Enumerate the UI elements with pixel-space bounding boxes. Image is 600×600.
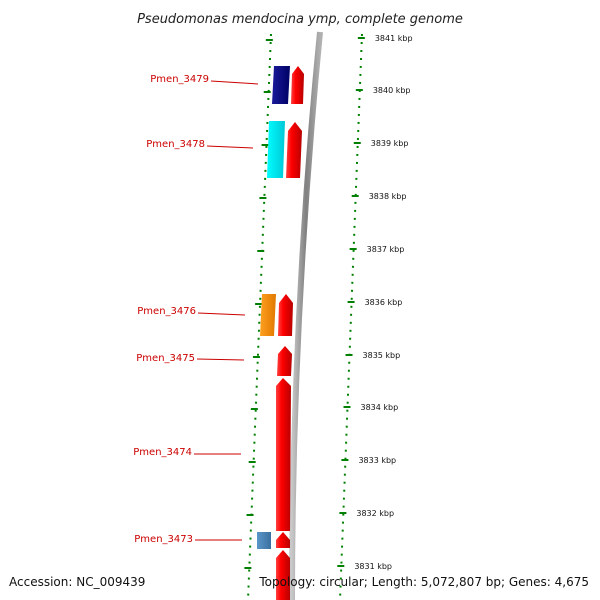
gene-leader-line xyxy=(206,145,254,149)
gene-label[interactable]: Pmen_3473 xyxy=(134,534,193,545)
scale-tick-label: 3838 kbp xyxy=(369,192,407,201)
gene-leader-line xyxy=(196,358,245,361)
scale-tick-label: 3837 kbp xyxy=(367,245,405,254)
forward-gene-pmen3478-arrow xyxy=(286,122,302,178)
gene-label[interactable]: Pmen_3474 xyxy=(133,447,192,458)
forward-gene-pmen3474-arrow xyxy=(276,378,291,531)
forward-gene-next-arrow xyxy=(276,550,290,600)
scale-tick-label: 3832 kbp xyxy=(356,509,394,518)
forward-gene-pmen3476-arrow xyxy=(278,294,293,336)
scale-tick-label: 3840 kbp xyxy=(373,86,411,95)
scale-tick-label: 3831 kbp xyxy=(354,562,392,571)
reverse-gene-pmen3476 xyxy=(260,294,276,336)
scale-tick-label: 3841 kbp xyxy=(375,34,413,43)
gene-label[interactable]: Pmen_3475 xyxy=(136,353,195,364)
gene-label[interactable]: Pmen_3476 xyxy=(137,306,196,317)
scale-tick-label: 3833 kbp xyxy=(358,456,396,465)
gene-label[interactable]: Pmen_3479 xyxy=(150,74,209,85)
scale-ticks xyxy=(244,37,365,569)
inner-dotted-track xyxy=(247,33,272,600)
genome-backbone xyxy=(289,31,323,600)
forward-gene-pmen3473-arrow xyxy=(276,532,290,548)
scale-tick-label: 3836 kbp xyxy=(365,298,403,307)
scale-tick-label: 3835 kbp xyxy=(363,351,401,360)
forward-gene-pmen3475-arrow xyxy=(277,346,292,376)
gene-labels: Pmen_3479 Pmen_3478 Pmen_3476 Pmen_3475 Pmen… xyxy=(133,74,259,545)
reverse-gene-pmen3478 xyxy=(267,121,285,178)
scale-tick-label: 3839 kbp xyxy=(371,139,409,148)
reverse-gene-pmen3473 xyxy=(257,532,271,549)
reverse-gene-pmen3479 xyxy=(272,66,290,104)
forward-gene-pmen3479-arrow xyxy=(291,66,304,104)
gene-leader-line xyxy=(197,312,246,316)
map-title: Pseudomonas mendocina ymp, complete geno… xyxy=(137,12,463,27)
gene-leader-line xyxy=(210,80,259,85)
scale-tick-labels: 3841 kbp 3840 kbp 3839 kbp 3838 kbp 3837 kbp… xyxy=(354,34,412,571)
topology-text: Topology: circular; Length: 5,072,807 bp… xyxy=(259,575,589,589)
gene-label[interactable]: Pmen_3478 xyxy=(146,139,205,150)
scale-tick-label: 3834 kbp xyxy=(361,403,399,412)
outer-dotted-track xyxy=(339,33,363,600)
accession-text: Accession: NC_009439 xyxy=(9,575,146,589)
